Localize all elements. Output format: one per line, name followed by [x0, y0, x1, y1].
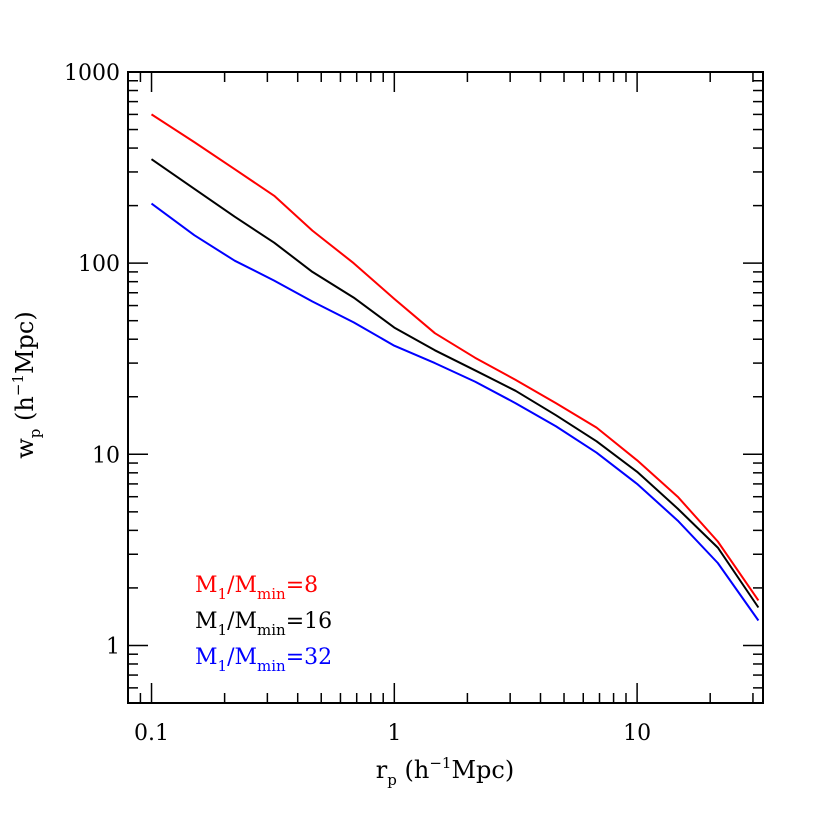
legend-entry-3: M1/Mmin=32 — [195, 645, 332, 675]
y-axis-label-sup: −1 — [9, 374, 27, 396]
legend: M1/Mmin=8 M1/Mmin=16 M1/Mmin=32 — [195, 573, 332, 675]
legend-entry-1: M1/Mmin=8 — [195, 573, 318, 603]
x-tick-label: 10 — [623, 721, 651, 746]
x-axis-label: rp (h−1Mpc) — [376, 754, 514, 789]
x-tick-label: 0.1 — [134, 721, 169, 746]
x-axis-label-sup: −1 — [429, 754, 451, 772]
y-axis-label-rest: (h — [11, 396, 39, 428]
y-axis-label-sub: p — [26, 429, 44, 439]
x-axis-label-tail: Mpc) — [451, 756, 514, 784]
y-axis-label-tail: Mpc) — [11, 311, 39, 374]
series-lines — [150, 113, 760, 622]
series-line-1 — [150, 113, 760, 601]
x-tick-label: 1 — [387, 721, 401, 746]
y-axis-label-main: w — [11, 438, 39, 459]
tick-labels: 0.1 1 10 1 10 100 1000 — [64, 61, 651, 746]
series-line-3 — [150, 202, 760, 622]
y-tick-label: 1 — [106, 634, 120, 659]
series-line-2 — [150, 158, 760, 609]
y-tick-label: 10 — [92, 443, 120, 468]
x-axis-label-sub: p — [387, 771, 397, 789]
x-axis-label-rest: (h — [397, 756, 429, 784]
y-tick-label: 1000 — [64, 61, 120, 86]
y-tick-label: 100 — [78, 252, 120, 277]
plot-frame — [127, 71, 764, 704]
tick-marks — [127, 71, 763, 704]
y-axis-label: wp (h−1Mpc) — [9, 311, 44, 458]
legend-entry-2: M1/Mmin=16 — [195, 609, 332, 639]
x-axis-label-main: r — [376, 756, 388, 784]
